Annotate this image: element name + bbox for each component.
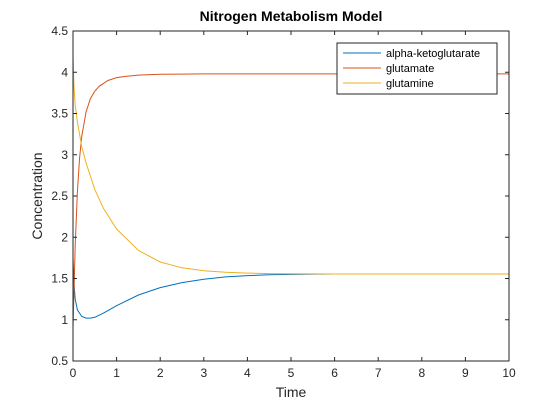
x-tick-label: 5 <box>288 366 295 380</box>
x-tick-label: 8 <box>418 366 425 380</box>
ticks-layer: 0 1 2 3 4 5 6 7 8 9 10 0.5 1 1.5 2 2.5 3 3.5 4 4.5 <box>51 24 516 380</box>
y-tick-label: 0.5 <box>51 354 68 368</box>
y-tick-label: 2.5 <box>51 189 68 203</box>
series-line-glutamine <box>72 55 509 275</box>
legend-label-glutamate: glutamate <box>386 63 434 75</box>
x-tick-label: 3 <box>200 366 207 380</box>
y-tick-label: 4.5 <box>51 24 68 38</box>
x-tick-label: 4 <box>244 366 251 380</box>
x-tick-label: 0 <box>70 366 77 380</box>
x-tick-label: 9 <box>462 366 469 380</box>
y-tick-label: 1 <box>61 313 68 327</box>
legend: alpha-ketoglutarate glutamate glutamine <box>336 42 498 95</box>
legend-label-glutamine: glutamine <box>386 78 434 90</box>
y-tick-label: 3.5 <box>51 107 68 121</box>
y-tick-label: 4 <box>61 65 68 79</box>
y-tick-label: 2 <box>61 230 68 244</box>
x-tick-label: 2 <box>157 366 164 380</box>
chart-title: Nitrogen Metabolism Model <box>200 8 383 24</box>
x-tick-label: 10 <box>502 366 516 380</box>
x-tick-label: 7 <box>375 366 382 380</box>
x-tick-label: 6 <box>331 366 338 380</box>
y-tick-label: 1.5 <box>51 272 68 286</box>
x-axis-label: Time <box>276 384 307 400</box>
y-tick-label: 3 <box>61 148 68 162</box>
y-axis-label: Concentration <box>29 152 45 239</box>
legend-label-alpha-ketoglutarate: alpha-ketoglutarate <box>386 48 480 60</box>
x-tick-label: 1 <box>113 366 120 380</box>
